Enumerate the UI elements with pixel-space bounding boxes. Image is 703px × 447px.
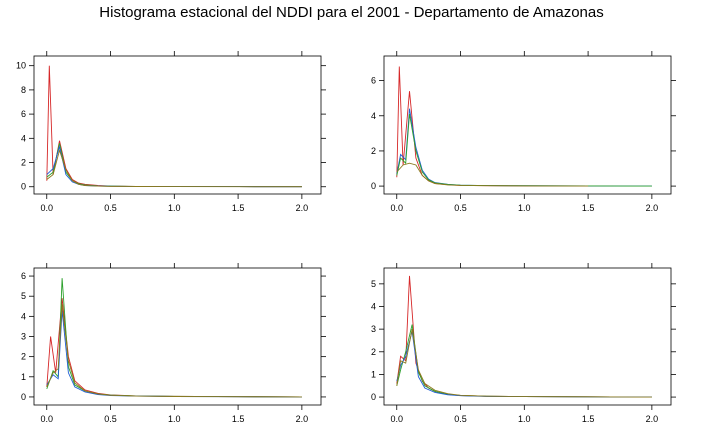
x-tick-label: 1.0	[518, 414, 531, 424]
y-tick-label: 5	[21, 291, 26, 301]
y-tick-label: 2	[371, 146, 376, 156]
x-tick-label: 0.0	[390, 414, 403, 424]
y-tick-label: 1	[21, 372, 26, 382]
x-tick-label: 1.0	[168, 203, 181, 213]
y-tick-label: 5	[371, 279, 376, 289]
series-line-olive	[46, 148, 302, 188]
series-line-olive	[46, 304, 302, 398]
y-tick-label: 4	[371, 301, 376, 311]
x-tick-label: 2.0	[646, 203, 659, 213]
y-tick-label: 4	[21, 311, 26, 321]
series-line-green	[46, 143, 302, 188]
panel-frame	[383, 55, 672, 195]
x-tick-label: 1.0	[518, 203, 531, 213]
x-tick-label: 1.5	[232, 203, 245, 213]
series-line-blue	[46, 310, 302, 398]
y-tick-label: 3	[371, 324, 376, 334]
series-line-green	[46, 278, 302, 398]
y-tick-label: 3	[21, 332, 26, 342]
y-tick-label: 6	[21, 109, 26, 119]
y-tick-label: 0	[21, 392, 26, 402]
x-tick-label: 2.0	[646, 414, 659, 424]
y-tick-label: 0	[371, 392, 376, 402]
series-line-olive	[396, 329, 652, 398]
x-tick-label: 2.0	[296, 414, 309, 424]
y-tick-label: 10	[16, 61, 26, 71]
y-tick-label: 6	[21, 271, 26, 281]
x-tick-label: 0.0	[390, 203, 403, 213]
x-tick-label: 1.5	[582, 203, 595, 213]
panel-frame	[33, 55, 322, 195]
panel-4: 0.0 0.5 1.0 1.5 2.0 0 1 2 3 4 5	[371, 263, 676, 424]
series-line-red	[46, 65, 302, 188]
x-tick-label: 2.0	[296, 203, 309, 213]
y-tick-label: 2	[21, 158, 26, 168]
series-line-olive	[396, 162, 589, 187]
series-line-green	[396, 113, 652, 187]
panel-3: 0.0 0.5 1.0 1.5 2.0 0 1 2 3 4 5 6	[21, 263, 326, 424]
y-tick-label: 1	[371, 369, 376, 379]
series-line-blue	[396, 108, 652, 187]
y-tick-label: 0	[21, 182, 26, 192]
y-tick-label: 8	[21, 85, 26, 95]
series-line-blue	[46, 145, 302, 188]
panel-frame	[383, 267, 672, 406]
y-tick-label: 4	[21, 133, 26, 143]
x-tick-label: 0.5	[454, 203, 467, 213]
series-line-red	[46, 298, 302, 398]
x-tick-label: 1.5	[582, 414, 595, 424]
series-line-green	[396, 324, 652, 398]
x-tick-label: 0.0	[40, 203, 53, 213]
figure-title: Histograma estacional del NDDI para el 2…	[99, 4, 604, 21]
x-tick-label: 0.5	[104, 414, 117, 424]
x-tick-label: 0.0	[40, 414, 53, 424]
y-tick-label: 6	[371, 76, 376, 86]
x-tick-label: 0.5	[454, 414, 467, 424]
panel-2: 0.0 0.5 1.0 1.5 2.0 0 2 4 6	[371, 51, 676, 213]
y-tick-label: 0	[371, 181, 376, 191]
panel-1: 0.0 0.5 1.0 1.5 2.0 0 2 4 6 8 10	[16, 51, 326, 213]
series-line-red	[396, 275, 652, 398]
x-tick-label: 1.5	[232, 414, 245, 424]
x-tick-label: 0.5	[104, 203, 117, 213]
series-line-blue	[396, 331, 652, 398]
series-line-red	[396, 66, 614, 187]
y-tick-label: 2	[371, 347, 376, 357]
x-tick-label: 1.0	[168, 414, 181, 424]
y-tick-label: 4	[371, 111, 376, 121]
y-tick-label: 2	[21, 352, 26, 362]
